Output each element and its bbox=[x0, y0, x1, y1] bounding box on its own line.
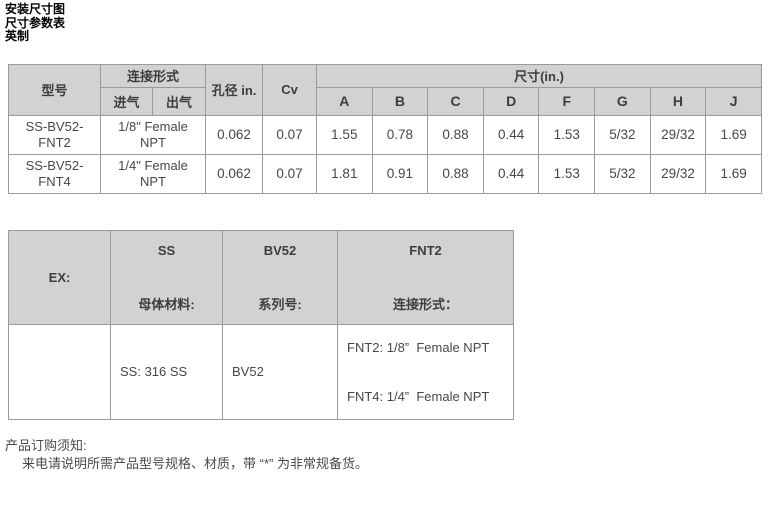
series-value-cell: BV52 bbox=[222, 323, 338, 420]
col-header-inlet: 进气 bbox=[100, 86, 153, 116]
table-row-fnt4: SS-BV52-FNT4 1/4" Female NPT 0.062 0.07 … bbox=[8, 153, 762, 194]
title-installation-dimension-diagram: 安装尺寸图 bbox=[5, 2, 66, 16]
dim-h-cell: 29/32 bbox=[649, 153, 707, 194]
col-header-dim-a: A bbox=[316, 86, 373, 116]
material-value-cell: SS: 316 SS bbox=[110, 323, 223, 420]
example-label-cell: EX: bbox=[8, 229, 111, 325]
series-code: BV52 bbox=[263, 242, 297, 258]
dim-d-cell: 0.44 bbox=[482, 153, 540, 194]
model-cell: SS-BV52-FNT4 bbox=[8, 153, 101, 194]
material-code: SS bbox=[157, 242, 176, 258]
connection-option-fnt2: FNT2: 1/8” Female NPT bbox=[347, 339, 490, 355]
dim-a-cell: 1.55 bbox=[316, 114, 373, 155]
dim-j-cell: 1.69 bbox=[705, 153, 762, 194]
dim-d-cell: 0.44 bbox=[482, 114, 540, 155]
dim-g-cell: 5/32 bbox=[594, 153, 651, 194]
col-header-connection: 连接形式 bbox=[99, 63, 207, 88]
dim-b-cell: 0.78 bbox=[371, 114, 429, 155]
col-header-cv: Cv bbox=[262, 63, 318, 116]
dim-a-cell: 1.81 bbox=[316, 153, 373, 194]
cv-cell: 0.07 bbox=[262, 153, 318, 194]
col-header-outlet: 出气 bbox=[151, 86, 207, 116]
col-header-dim-g: G bbox=[594, 86, 651, 116]
dimension-table: 型号 连接形式 孔径 in. Cv 尺寸(in.) 进气 出气 A B C D … bbox=[8, 63, 762, 194]
material-header-cell: SS 母体材料: bbox=[110, 229, 223, 325]
dim-f-cell: 1.53 bbox=[538, 114, 596, 155]
col-header-dim-d: D bbox=[482, 86, 540, 116]
orifice-cell: 0.062 bbox=[205, 114, 264, 155]
connection-header-cell: FNT2 连接形式： bbox=[337, 229, 514, 325]
col-header-dim-h: H bbox=[649, 86, 707, 116]
example-empty-cell bbox=[8, 323, 111, 420]
orifice-cell: 0.062 bbox=[205, 153, 264, 194]
col-header-orifice: 孔径 in. bbox=[205, 63, 264, 116]
dim-j-cell: 1.69 bbox=[705, 114, 762, 155]
connection-code: FNT2 bbox=[409, 242, 442, 258]
col-header-dim-j: J bbox=[705, 86, 762, 116]
dim-b-cell: 0.91 bbox=[371, 153, 429, 194]
ordering-example-table: EX: SS 母体材料: BV52 系列号: FNT2 bbox=[8, 229, 514, 420]
notes-title: 产品订购须知: bbox=[5, 437, 87, 453]
col-header-dimensions: 尺寸(in.) bbox=[316, 63, 762, 88]
connection-label: 连接形式： bbox=[392, 296, 458, 312]
col-header-dim-f: F bbox=[538, 86, 596, 116]
connection-cell: 1/8" Female NPT bbox=[99, 114, 207, 155]
dim-f-cell: 1.53 bbox=[538, 153, 596, 194]
cv-cell: 0.07 bbox=[262, 114, 318, 155]
connection-value-cell: FNT2: 1/8” Female NPT FNT4: 1/4” Female … bbox=[337, 323, 514, 420]
notes-body: 来电请说明所需产品型号规格、材质，带 “*” 为非常规备货。 bbox=[22, 455, 368, 471]
dim-c-cell: 0.88 bbox=[427, 153, 484, 194]
ordering-notes: 产品订购须知: 来电请说明所需产品型号规格、材质，带 “*” 为非常规备货。 bbox=[5, 437, 768, 473]
col-header-dim-b: B bbox=[371, 86, 429, 116]
col-header-model: 型号 bbox=[8, 63, 101, 116]
series-label: 系列号: bbox=[258, 296, 302, 312]
dim-h-cell: 29/32 bbox=[649, 114, 707, 155]
connection-cell: 1/4" Female NPT bbox=[99, 153, 207, 194]
series-header-cell: BV52 系列号: bbox=[222, 229, 338, 325]
table-row-fnt2: SS-BV52-FNT2 1/8" Female NPT 0.062 0.07 … bbox=[8, 114, 762, 155]
title-dimension-parameter-table: 尺寸参数表 bbox=[5, 15, 66, 30]
connection-option-fnt4: FNT4: 1/4” Female NPT bbox=[347, 388, 490, 404]
material-label: 母体材料: bbox=[138, 296, 195, 312]
col-header-dim-c: C bbox=[427, 86, 484, 116]
title-imperial: 英制 bbox=[5, 29, 30, 43]
page-title-block: 安装尺寸图 尺寸参数表 英制 bbox=[0, 0, 768, 44]
model-cell: SS-BV52-FNT2 bbox=[8, 114, 101, 155]
dim-c-cell: 0.88 bbox=[427, 114, 484, 155]
dim-g-cell: 5/32 bbox=[594, 114, 651, 155]
